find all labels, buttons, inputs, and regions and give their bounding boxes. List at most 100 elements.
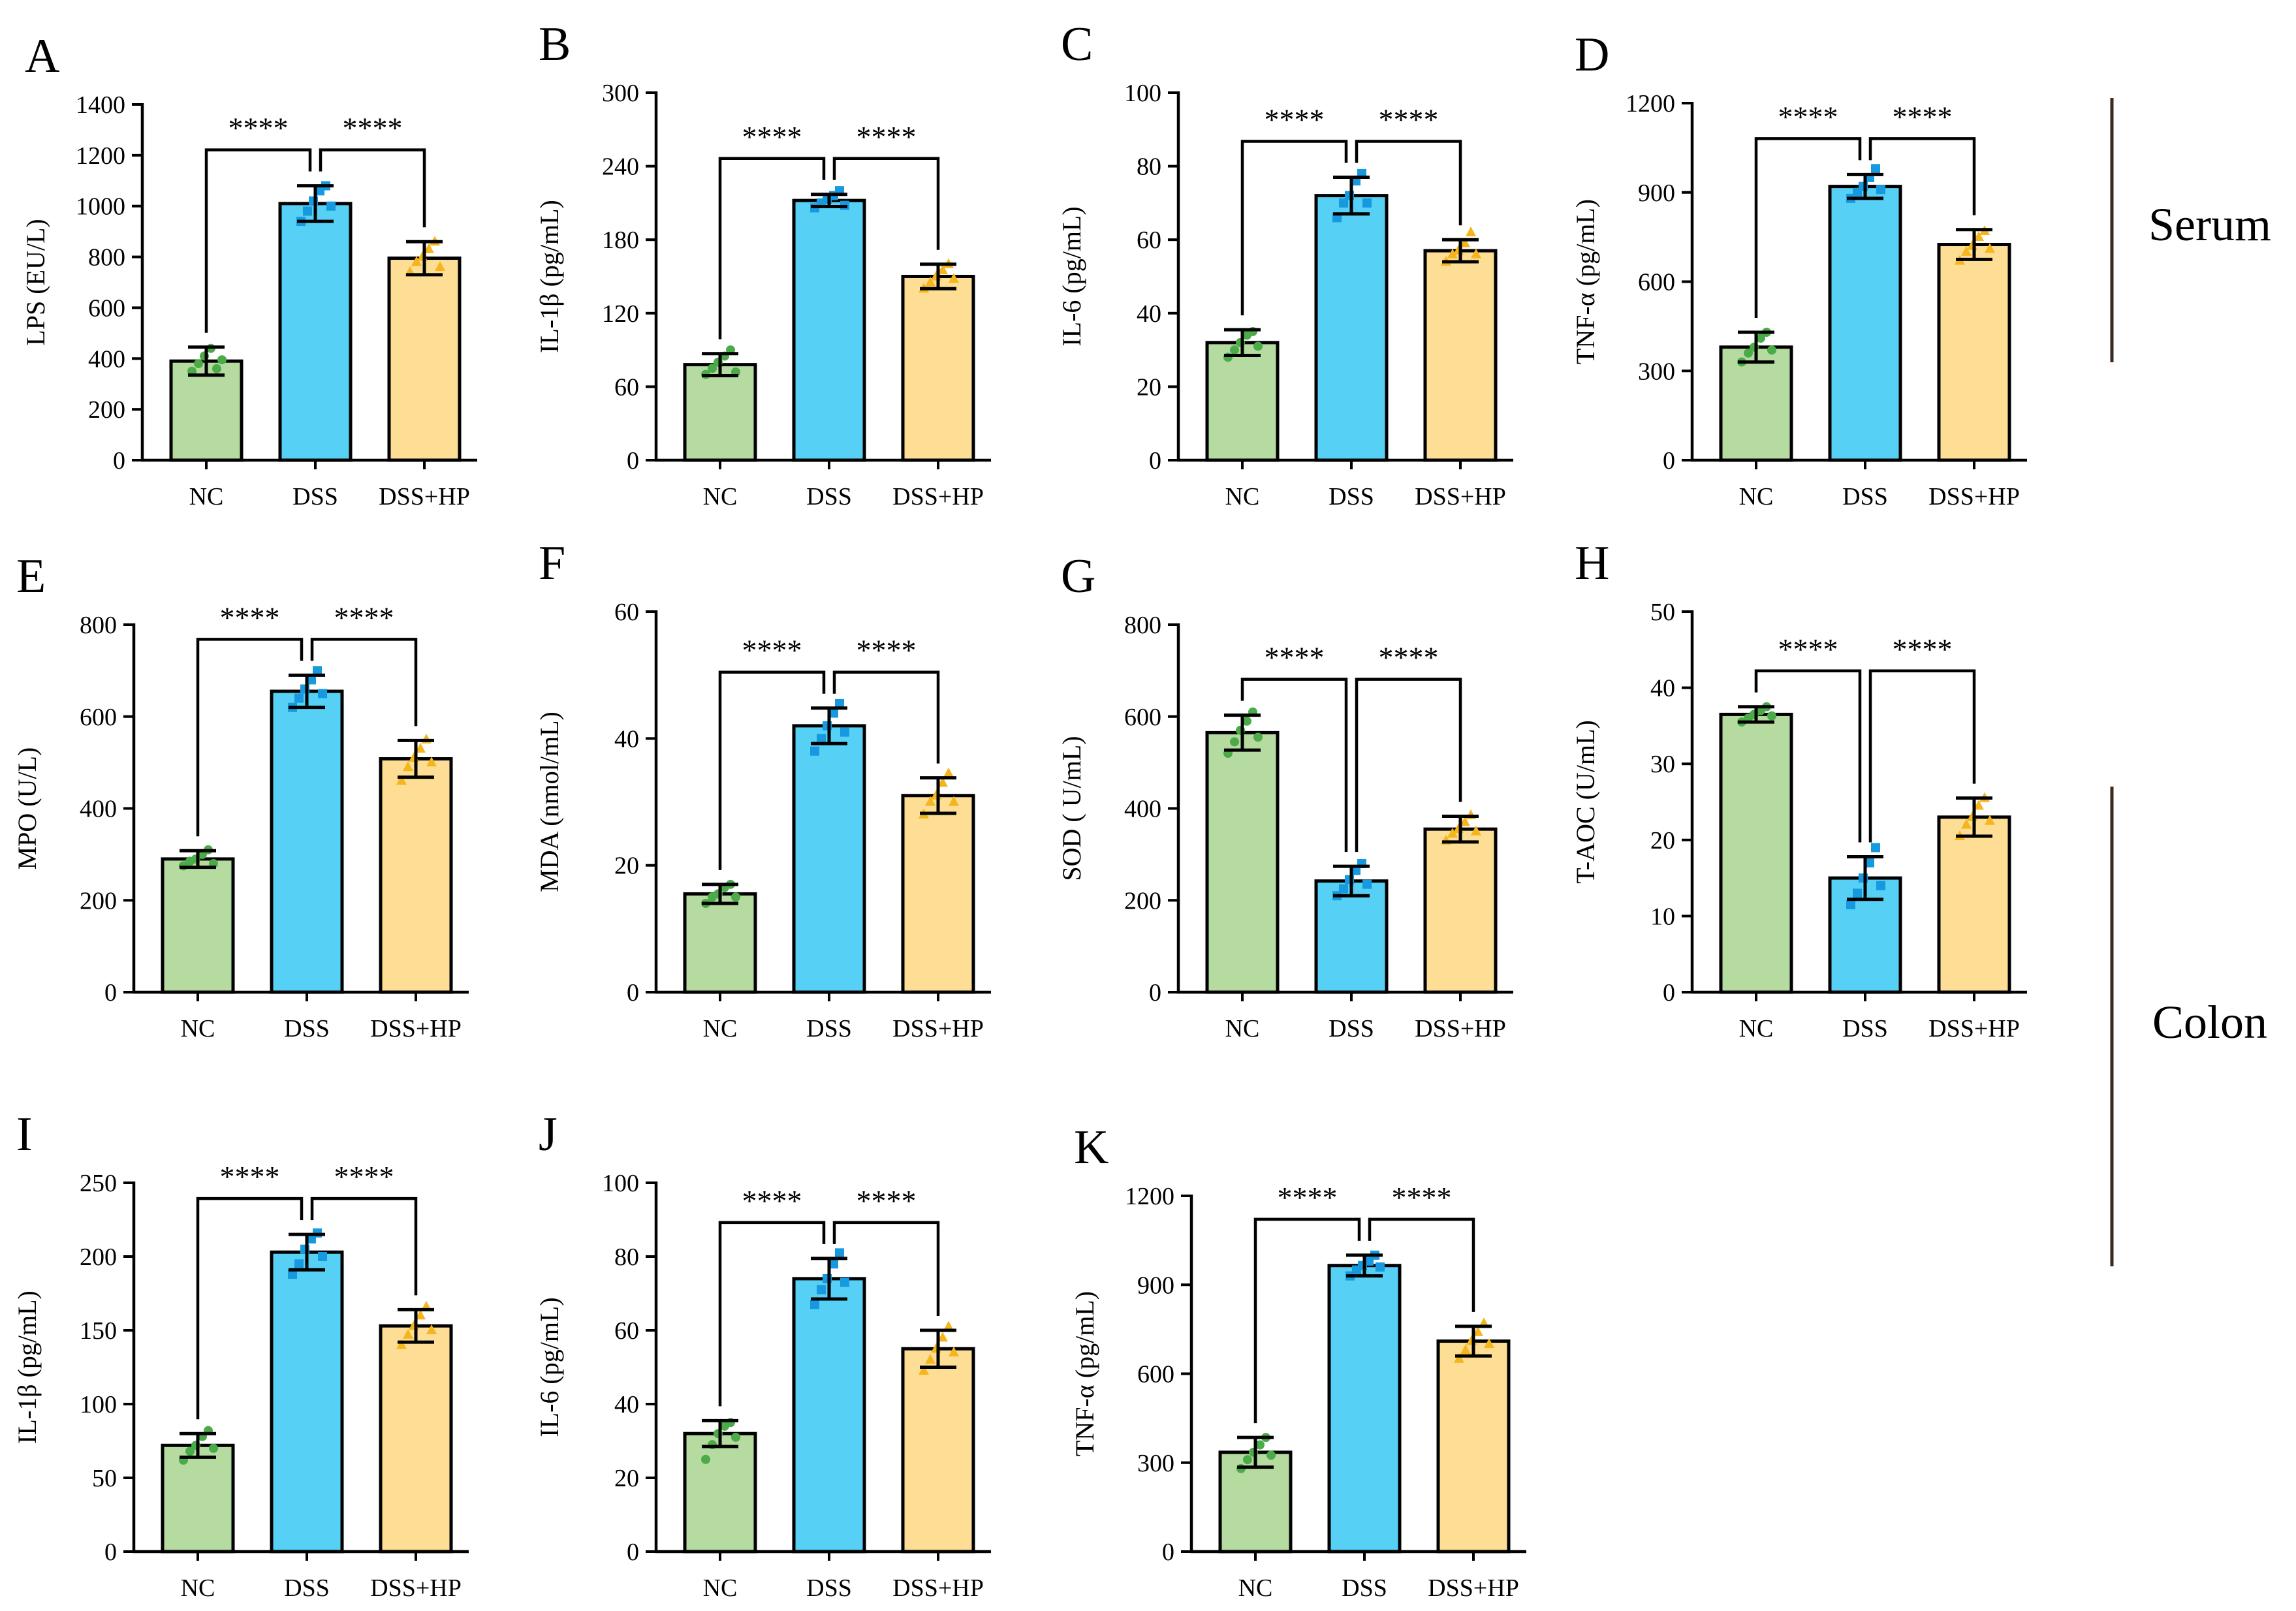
y-tick-label: 40 xyxy=(1650,675,1675,702)
y-tick-label: 20 xyxy=(1650,827,1675,854)
data-point xyxy=(1376,1262,1385,1272)
bar-nc xyxy=(683,892,757,994)
y-tick-label: 100 xyxy=(80,1391,117,1418)
y-tick-label: 240 xyxy=(602,153,639,181)
data-point xyxy=(1362,879,1372,889)
panel-letter: C xyxy=(1061,18,1093,71)
significance-bracket xyxy=(204,148,312,333)
significance-label: **** xyxy=(742,1184,802,1217)
data-point xyxy=(1339,198,1348,208)
significance-bracket xyxy=(1240,678,1348,852)
data-point xyxy=(1876,185,1885,195)
data-point xyxy=(1266,1450,1276,1460)
panel-letter: B xyxy=(539,18,571,71)
significance-bracket xyxy=(310,1197,418,1296)
data-point xyxy=(949,1346,959,1356)
significance-bracket xyxy=(1253,1217,1361,1424)
data-point xyxy=(1484,1338,1494,1349)
x-tick-label: DSS xyxy=(292,483,338,510)
significance-bracket xyxy=(718,670,826,870)
y-axis-label: SOD ( U/mL) xyxy=(1057,736,1086,881)
data-point xyxy=(313,666,322,676)
data-point xyxy=(701,1454,710,1464)
x-tick-label: DSS+HP xyxy=(892,1015,984,1042)
data-point xyxy=(919,1365,929,1375)
panel-letter: I xyxy=(16,1108,33,1161)
y-tick-label: 60 xyxy=(614,373,639,401)
y-tick-label: 600 xyxy=(1137,1361,1174,1388)
y-tick-label: 200 xyxy=(88,396,125,424)
bar-dss-hp xyxy=(379,1324,453,1554)
data-point xyxy=(1339,884,1348,894)
y-tick-label: 800 xyxy=(88,244,125,272)
data-point xyxy=(1865,858,1874,868)
y-tick-label: 0 xyxy=(1149,447,1161,475)
data-point xyxy=(810,746,819,756)
y-tick-label: 150 xyxy=(80,1317,117,1345)
bar-dss-hp xyxy=(1436,1339,1511,1554)
panel-b: B 0 60 120 180 240 300 IL-1β (pg/mL) NC DSS DSS+HP… xyxy=(535,18,991,510)
x-tick-label: DSS xyxy=(1329,483,1374,510)
data-point xyxy=(1253,732,1263,742)
data-point xyxy=(817,1285,826,1294)
y-tick-label: 0 xyxy=(113,447,125,475)
data-point xyxy=(1871,843,1880,852)
y-axis-label: IL-1β (pg/mL) xyxy=(12,1290,42,1444)
data-point xyxy=(1974,800,1984,810)
data-point xyxy=(1471,248,1481,258)
significance-label: **** xyxy=(1778,100,1838,133)
data-point xyxy=(1253,341,1263,351)
data-point xyxy=(829,708,838,718)
x-tick-label: NC xyxy=(181,1574,215,1602)
data-point xyxy=(943,1321,954,1331)
data-point xyxy=(937,777,948,787)
colon-label: Colon xyxy=(2152,996,2267,1048)
y-tick-label: 400 xyxy=(1124,796,1161,823)
data-point xyxy=(415,743,426,753)
y-tick-label: 600 xyxy=(1124,704,1161,731)
x-tick-label: DSS+HP xyxy=(892,483,984,510)
y-tick-label: 100 xyxy=(1124,80,1161,107)
y-tick-label: 200 xyxy=(80,887,117,915)
bar-nc xyxy=(1719,345,1793,462)
y-tick-label: 30 xyxy=(1650,751,1675,778)
significance-label: **** xyxy=(1278,1181,1338,1214)
bar-dss-hp xyxy=(379,757,453,994)
data-point xyxy=(403,761,413,772)
data-point xyxy=(1471,825,1481,836)
bar-dss xyxy=(792,1277,866,1554)
significance-label: **** xyxy=(857,1184,917,1217)
significance-bracket xyxy=(319,148,426,228)
data-point xyxy=(396,1339,407,1349)
bar-dss-hp xyxy=(1937,243,2011,462)
data-point xyxy=(925,1354,936,1364)
data-point xyxy=(1447,828,1458,838)
data-point xyxy=(1846,899,1855,909)
data-point xyxy=(1242,716,1251,726)
group-annotations: Serum Colon xyxy=(2110,98,2271,1266)
data-point xyxy=(731,892,740,902)
data-point xyxy=(426,757,437,767)
y-tick-label: 80 xyxy=(1137,153,1161,181)
x-tick-label: NC xyxy=(1238,1574,1273,1602)
y-tick-label: 40 xyxy=(614,725,639,753)
data-point xyxy=(424,243,434,253)
y-tick-label: 120 xyxy=(602,300,639,328)
bar-nc xyxy=(1719,712,1793,994)
data-point xyxy=(943,767,954,777)
panel-letter: E xyxy=(16,550,46,603)
data-point xyxy=(1460,1344,1471,1354)
data-point xyxy=(1767,345,1776,355)
panel-k: K 0 300 600 900 1200 TNF-α (pg/mL) NC DSS DSS+HP *… xyxy=(1070,1121,1526,1602)
significance-bracket xyxy=(832,1221,940,1316)
data-point xyxy=(1243,1455,1252,1465)
y-tick-label: 20 xyxy=(614,1465,639,1492)
bar-dss xyxy=(792,724,866,994)
bar-nc xyxy=(1218,1450,1293,1554)
data-point xyxy=(835,698,844,708)
x-tick-label: DSS xyxy=(1842,483,1888,510)
serum-label: Serum xyxy=(2148,198,2271,251)
y-tick-label: 180 xyxy=(602,227,639,254)
data-point xyxy=(829,1259,838,1269)
